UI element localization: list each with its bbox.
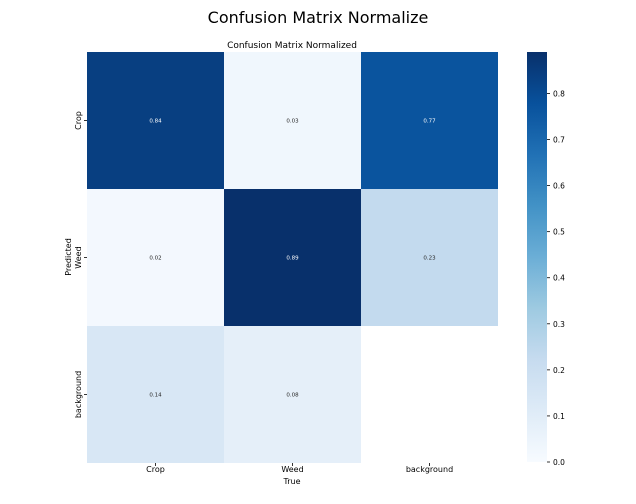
y-tick-label: Weed [74, 246, 83, 268]
colorbar-tick-label: 0.0 [553, 458, 565, 467]
colorbar-tick-label: 0.7 [553, 136, 565, 145]
cell-value-label: 0.08 [286, 393, 299, 399]
y-tick-label: background [74, 371, 83, 418]
cell-value-label: 0.14 [149, 393, 162, 399]
colorbar-tick-label: 0.5 [553, 228, 565, 237]
colorbar-tick-label: 0.8 [553, 89, 565, 98]
cell-value-label: 0.02 [149, 256, 161, 262]
heatmap-cell-labels: 0.84 0.03 0.77 0.02 0.89 0.23 0.14 0.08 [149, 119, 436, 399]
heatmap-cell [224, 326, 361, 463]
colorbar-tick-label: 0.2 [553, 366, 565, 375]
cell-value-label: 0.77 [423, 119, 436, 125]
heatmap-cell [87, 326, 224, 463]
heatmap-cell [361, 189, 498, 326]
chart-title: Confusion Matrix Normalized [227, 41, 357, 51]
cell-value-label: 0.84 [149, 119, 162, 125]
colorbar [527, 52, 547, 462]
x-axis-ticks: Crop Weed background [146, 463, 453, 474]
colorbar-tick-label: 0.4 [553, 274, 565, 283]
y-axis-ticks: Crop Weed background [74, 111, 87, 418]
colorbar-tick-label: 0.1 [553, 412, 565, 421]
y-axis-label: Predicted [64, 238, 73, 276]
x-tick-label: background [406, 465, 453, 474]
colorbar-ticks: 0.0 0.1 0.2 0.3 0.4 0.5 0.6 0.7 0.8 [547, 89, 565, 467]
cell-value-label: 0.03 [286, 119, 299, 125]
colorbar-tick-label: 0.6 [553, 182, 565, 191]
heatmap-cell [87, 189, 224, 326]
heatmap-cell [361, 52, 498, 189]
y-tick-label: Crop [74, 111, 83, 130]
cell-value-label: 0.89 [286, 256, 299, 262]
heatmap-cell [224, 52, 361, 189]
heatmap-cell [87, 52, 224, 189]
heatmap-cell [224, 189, 361, 326]
x-tick-label: Weed [281, 465, 303, 474]
cell-value-label: 0.23 [423, 256, 436, 262]
x-tick-label: Crop [146, 465, 165, 474]
colorbar-tick-label: 0.3 [553, 320, 565, 329]
page-title: Confusion Matrix Normalize [207, 8, 429, 27]
heatmap-cells [87, 52, 498, 463]
x-axis-label: True [283, 477, 301, 486]
